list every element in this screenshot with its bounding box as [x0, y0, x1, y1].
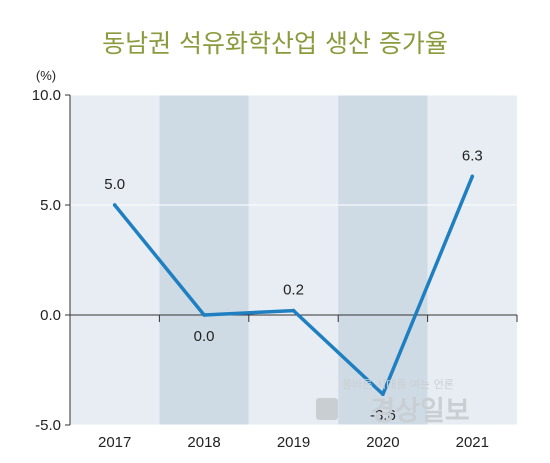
x-tick-label: 2017 — [98, 434, 131, 451]
x-tick-label: 2021 — [456, 434, 489, 451]
data-labels: 5.0 0.0 0.2 -3.6 6.3 — [104, 147, 482, 424]
category-bands — [70, 95, 517, 425]
watermark-tagline: 올바른 시대를 여는 언론 — [342, 378, 454, 391]
grid-lines — [70, 94, 517, 426]
chart-title: 동남권 석유화학산업 생산 증가율 — [102, 29, 448, 58]
x-tick-label: 2020 — [366, 434, 399, 451]
data-point-2020 — [381, 392, 385, 397]
watermark-logo-icon — [316, 398, 338, 420]
band-2020 — [338, 95, 428, 425]
y-axis-ticks: 10.0 5.0 0.0 -5.0 — [32, 87, 70, 434]
band-2018 — [159, 95, 249, 425]
data-point-2017 — [112, 203, 117, 207]
data-point-2019 — [291, 308, 296, 313]
data-label-2017: 5.0 — [104, 176, 125, 193]
y-tick-label: 0.0 — [40, 307, 61, 324]
data-label-2019: 0.2 — [283, 282, 304, 299]
data-point-2021 — [470, 174, 475, 179]
watermark-brand: 경상일보 — [370, 396, 469, 427]
y-tick-label: -5.0 — [35, 417, 61, 434]
x-tick-label: 2019 — [277, 434, 310, 451]
data-label-2018: 0.0 — [194, 328, 215, 345]
y-tick-label: 5.0 — [40, 197, 61, 214]
data-label-2020: -3.6 — [370, 407, 396, 424]
data-point-2018 — [202, 313, 206, 317]
band-2017 — [70, 95, 160, 425]
series-line — [112, 174, 475, 397]
watermark: 올바른 시대를 여는 언론 경상일보 — [316, 378, 470, 427]
data-label-2021: 6.3 — [462, 147, 483, 164]
y-axis-unit-label: (%) — [36, 68, 56, 83]
y-tick-label: 10.0 — [32, 87, 61, 104]
axes — [69, 95, 518, 425]
x-tick-label: 2018 — [187, 434, 220, 451]
band-2019 — [248, 95, 339, 425]
band-2021 — [427, 95, 517, 425]
x-axis-ticks: 2017 2018 2019 2020 2021 — [98, 434, 489, 451]
